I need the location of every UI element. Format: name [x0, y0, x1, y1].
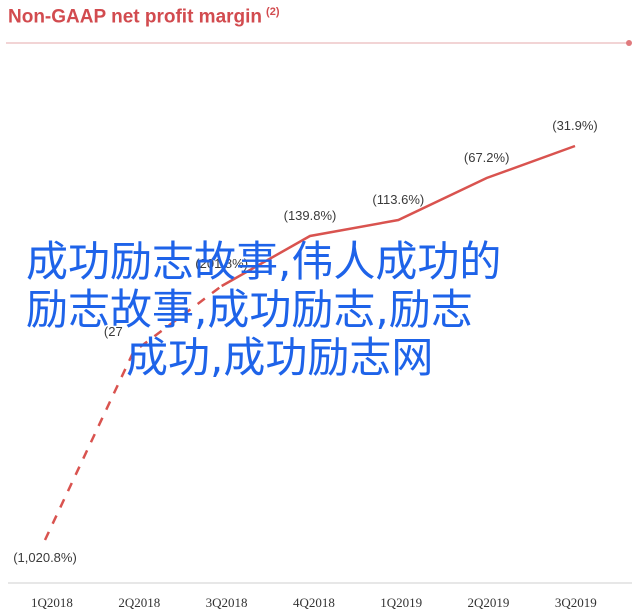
chart-title-text: Non-GAAP net profit margin — [8, 6, 263, 28]
x-tick-label: 2Q2018 — [118, 595, 160, 610]
data-label: (139.8%) — [284, 208, 337, 223]
data-label: (113.6%) — [372, 192, 424, 207]
series-line-dashed — [43, 284, 223, 541]
x-tick-label: 1Q2019 — [380, 595, 422, 610]
title-divider-end — [626, 40, 632, 46]
x-tick-label: 3Q2018 — [206, 595, 248, 610]
data-label: (31.9%) — [552, 118, 598, 133]
series-line-solid — [221, 144, 576, 288]
data-label: (1,020.8%) — [13, 550, 77, 565]
data-label: (27 — [104, 324, 123, 339]
chart-title: Non-GAAP net profit margin (2) — [8, 6, 280, 28]
data-label: (67.2%) — [464, 150, 510, 165]
chart-title-note: (2) — [266, 6, 280, 18]
x-tick-label: 4Q2018 — [293, 595, 335, 610]
x-tick-label: 2Q2019 — [468, 595, 510, 610]
x-tick-label: 1Q2018 — [31, 595, 73, 610]
plot-area: (1,020.8%) (27 (201.8%) (139.8%) (113.6%) (67… — [13, 118, 598, 610]
x-tick-label: 3Q2019 — [555, 595, 597, 610]
data-label: (201.8%) — [195, 256, 248, 271]
